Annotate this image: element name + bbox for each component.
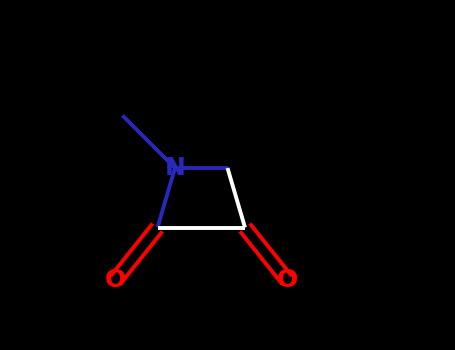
Text: O: O [105, 268, 126, 292]
Text: O: O [276, 268, 298, 292]
Text: N: N [165, 156, 186, 180]
